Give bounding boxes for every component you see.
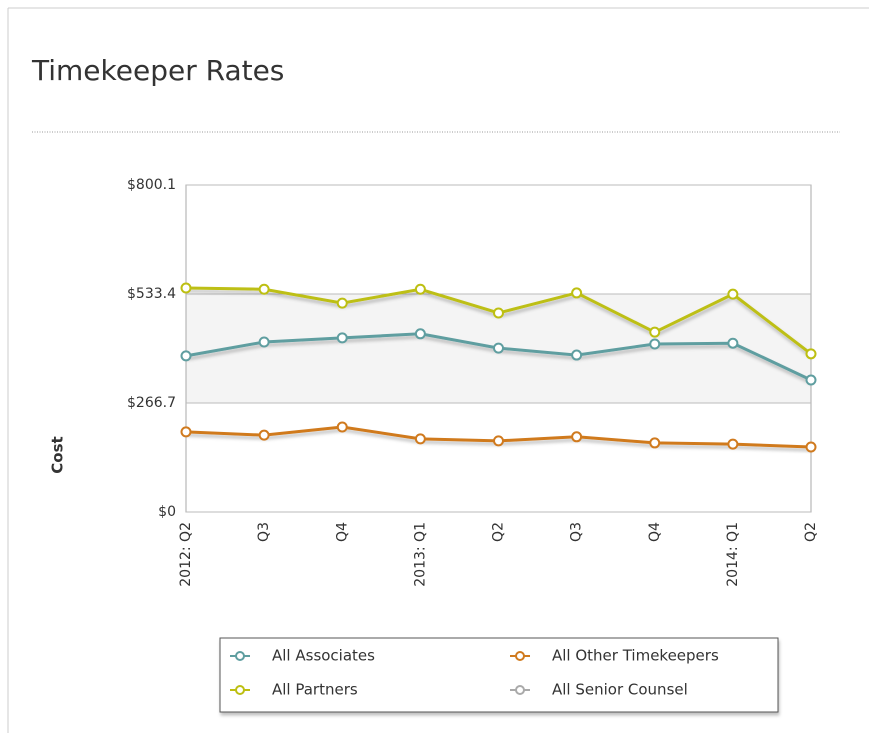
panel-title: Timekeeper Rates: [31, 54, 284, 87]
legend-swatch: [515, 651, 525, 661]
data-point: [493, 307, 504, 319]
data-point: [414, 328, 426, 340]
data-point: [805, 374, 817, 386]
x-tick-label: Q4: [334, 522, 350, 542]
legend-label: All Partners: [272, 681, 358, 699]
x-tick-label: Q4: [647, 522, 663, 542]
x-tick-label: Q3: [569, 522, 585, 542]
x-tick-label: 2014: Q1: [725, 522, 741, 587]
legend-swatch: [515, 685, 525, 695]
data-point: [258, 283, 270, 295]
data-point: [571, 349, 583, 361]
x-tick-label: Q2: [803, 522, 819, 542]
legend-label: All Other Timekeepers: [552, 647, 719, 665]
x-tick-label: Q3: [256, 522, 272, 542]
y-tick-label: $533.4: [127, 286, 176, 302]
data-point: [414, 283, 426, 295]
data-point: [336, 297, 348, 309]
data-point: [727, 438, 739, 450]
x-tick-label: 2012: Q2: [178, 522, 194, 587]
data-point: [805, 441, 817, 453]
data-point: [180, 426, 192, 438]
data-point: [180, 282, 192, 294]
data-point: [414, 433, 426, 445]
data-point: [727, 337, 739, 349]
data-point: [493, 435, 504, 447]
data-point: [493, 342, 504, 354]
legend-label: All Associates: [272, 647, 375, 665]
legend: [219, 637, 779, 713]
y-tick-label: $800.1: [127, 177, 176, 193]
y-axis-label: Cost: [49, 436, 67, 473]
x-tick-label: Q2: [491, 522, 507, 542]
data-point: [649, 437, 661, 449]
data-point: [258, 336, 270, 348]
data-point: [571, 431, 583, 443]
y-tick-label: $0: [158, 504, 176, 520]
legend-swatch: [235, 685, 245, 695]
x-tick-label: 2013: Q1: [412, 522, 428, 587]
legend-label: All Senior Counsel: [552, 681, 688, 699]
data-point: [258, 429, 270, 441]
legend-swatch: [235, 651, 245, 661]
data-point: [727, 288, 739, 300]
data-point: [571, 287, 583, 299]
data-point: [805, 348, 817, 360]
data-point: [649, 326, 661, 338]
data-point: [336, 332, 348, 344]
data-point: [180, 350, 192, 362]
y-tick-label: $266.7: [127, 395, 176, 411]
data-point: [649, 338, 661, 350]
data-point: [336, 421, 348, 433]
